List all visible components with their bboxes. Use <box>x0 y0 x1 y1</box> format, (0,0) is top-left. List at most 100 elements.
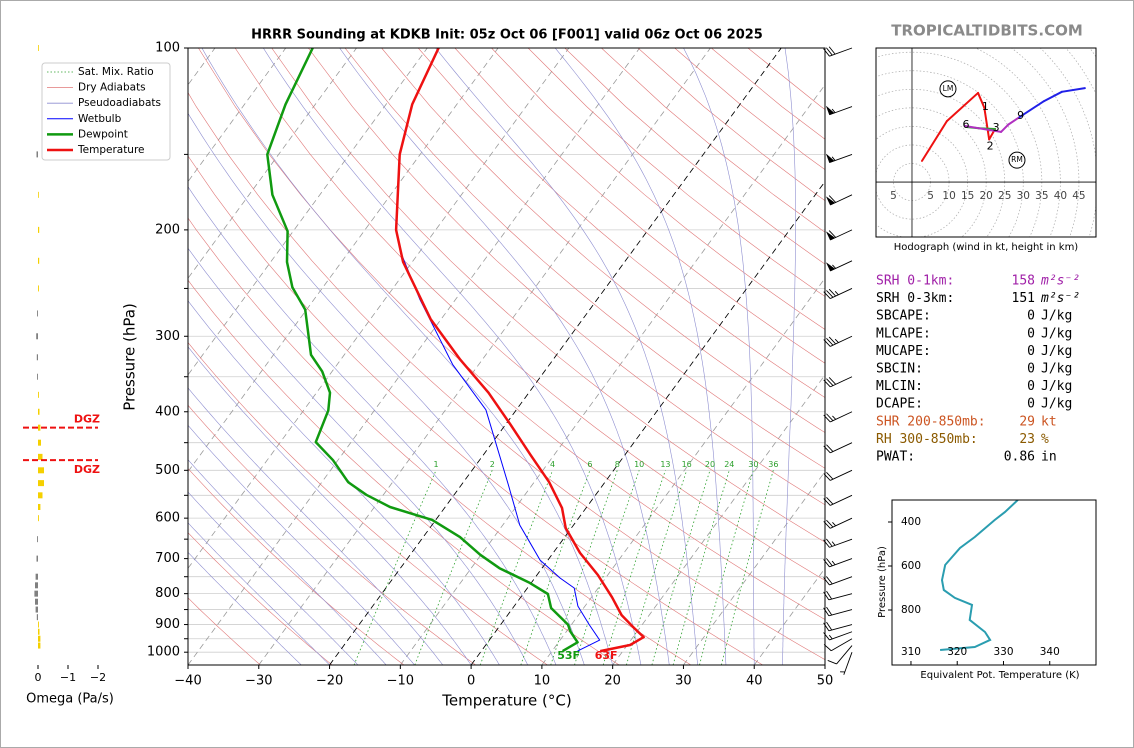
stat-value: 0 <box>1027 397 1035 412</box>
stat-label: SBCAPE: <box>876 309 931 324</box>
omega-bar <box>38 642 41 649</box>
moist-adiabat <box>188 459 387 665</box>
mixing-ratio-line <box>651 470 711 665</box>
stat-value: 29 <box>1019 414 1035 429</box>
mixing-ratio-line <box>721 470 774 665</box>
thetae-x-tick-label: 320 <box>947 646 967 658</box>
mixing-ratio-line <box>672 470 730 665</box>
surface-label: 53F <box>557 649 580 662</box>
omega-bar <box>38 391 39 398</box>
hodograph-tick-label: 15 <box>961 190 974 202</box>
profile-line <box>266 48 579 653</box>
wind-barb <box>823 411 853 423</box>
omega-bar <box>35 598 38 605</box>
barb-staff <box>823 606 853 617</box>
barb-staff <box>823 538 853 548</box>
mixing-ratio-line <box>574 470 640 665</box>
mixing-ratio-line <box>626 470 688 665</box>
height-label: 1 <box>982 100 989 113</box>
omega-bar <box>38 424 41 431</box>
hodograph-tick-label: 25 <box>998 190 1011 202</box>
omega-bar <box>35 582 38 589</box>
mixing-ratio-line <box>602 470 666 665</box>
wind-barb <box>823 376 853 388</box>
y-tick-label: 600 <box>155 511 180 526</box>
isotherm <box>188 48 570 569</box>
mixing-ratio-label: 24 <box>724 460 734 469</box>
legend-box <box>41 62 171 161</box>
barb-flag <box>825 153 835 163</box>
barb-staff <box>840 652 853 675</box>
legend-label: Dry Adiabats <box>78 82 146 94</box>
stat-value: 0 <box>1027 326 1035 341</box>
isotherm <box>400 84 825 665</box>
omega-bar <box>36 333 38 340</box>
hodograph-segment <box>977 91 986 109</box>
moist-adiabat <box>188 387 444 665</box>
dry-adiabat <box>381 48 825 433</box>
hodograph-tick-label: 45 <box>1072 190 1085 202</box>
dry-adiabat <box>344 48 825 469</box>
wind-barb <box>823 335 853 347</box>
stat-label: SHR 200-850mb: <box>876 414 986 429</box>
wind-barb <box>823 469 853 481</box>
wind-barb <box>823 517 853 529</box>
omega-bar <box>38 621 39 628</box>
y-tick-label: 900 <box>155 617 180 632</box>
omega-bar <box>38 503 41 510</box>
omega-bar <box>34 590 38 597</box>
surface-label: 63F <box>595 649 618 662</box>
stat-label: SRH 0-1km: <box>876 274 954 289</box>
x-tick-label: 0 <box>467 674 475 689</box>
stat-value: 151 <box>1012 291 1035 306</box>
wind-barb <box>823 494 853 506</box>
moist-adiabat <box>782 48 796 665</box>
mixing-ratio-label: 30 <box>748 460 758 469</box>
omega-bar <box>38 257 40 264</box>
barb-staff <box>823 411 853 423</box>
moist-adiabat <box>201 48 613 665</box>
wind-barb <box>823 538 853 548</box>
storm-motion-label: RM <box>1011 155 1023 164</box>
stat-value: 23 <box>1019 432 1035 447</box>
moist-adiabat <box>188 300 500 665</box>
dgz-label: DGZ <box>74 413 100 426</box>
y-axis-label: Pressure (hPa) <box>121 303 139 411</box>
chart-title: HRRR Sounding at KDKB Init: 05z Oct 06 [… <box>251 28 763 43</box>
omega-bar <box>35 606 38 613</box>
hodograph-segment <box>921 120 948 162</box>
dry-adiabat <box>188 597 261 665</box>
stat-unit: J/kg <box>1041 379 1072 394</box>
x-tick-label: −20 <box>316 674 343 689</box>
height-label: 6 <box>963 118 970 131</box>
omega-bar <box>35 573 38 580</box>
omega-bar <box>37 310 38 317</box>
moist-adiabat <box>554 48 727 665</box>
height-label: 2 <box>987 139 994 152</box>
barb-staff <box>823 288 853 299</box>
thetae-y-tick-label: 600 <box>901 560 921 572</box>
omega-bar <box>38 45 39 51</box>
legend-label: Dewpoint <box>78 128 128 140</box>
mixing-ratio-line <box>520 470 591 665</box>
hodograph-caption: Hodograph (wind in kt, height in km) <box>894 242 1079 253</box>
omega-bar <box>38 492 43 499</box>
wind-barb <box>825 260 853 272</box>
omega-axis-label: Omega (Pa/s) <box>26 692 114 707</box>
omega-bar <box>38 191 39 198</box>
barb-staff <box>823 590 853 601</box>
x-tick-label: −30 <box>245 674 272 689</box>
omega-bar <box>36 354 38 361</box>
wind-barb <box>825 194 853 206</box>
moist-adiabat <box>188 551 302 665</box>
stat-unit: in <box>1041 450 1057 465</box>
stat-label: SBCIN: <box>876 362 923 377</box>
mixing-ratio-line <box>550 470 618 665</box>
x-tick-label: 40 <box>746 674 763 689</box>
barb-staff <box>823 638 853 652</box>
hodograph-segment <box>945 91 980 123</box>
stat-unit: J/kg <box>1041 326 1072 341</box>
omega-tick-label: −1 <box>60 671 76 684</box>
x-axis-label: Temperature (°C) <box>441 692 571 710</box>
